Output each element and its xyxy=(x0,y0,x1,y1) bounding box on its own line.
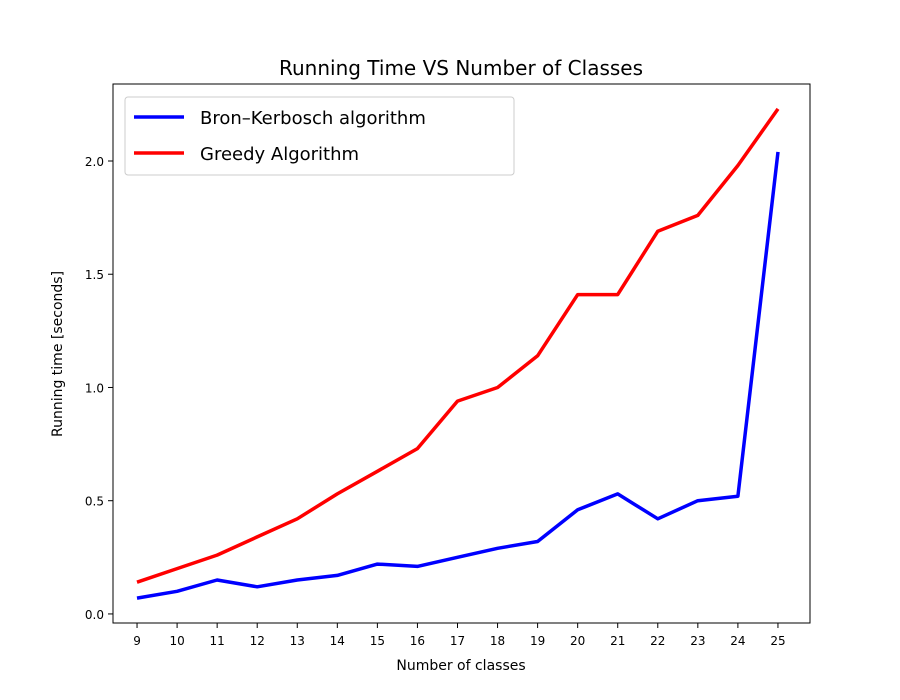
x-tick-label: 17 xyxy=(450,634,465,648)
x-tick-label: 15 xyxy=(370,634,385,648)
y-tick-label: 2.0 xyxy=(85,155,104,169)
x-axis-label: Number of classes xyxy=(396,658,525,674)
x-tick-label: 11 xyxy=(210,634,225,648)
x-axis-ticks: 9 10 11 12 13 14 15 16 17 18 19 20 21 22 23 24 25 xyxy=(133,623,786,648)
legend-label-0: Bron–Kerbosch algorithm xyxy=(200,108,426,129)
x-tick-label: 25 xyxy=(770,634,785,648)
x-tick-label: 13 xyxy=(290,634,305,648)
x-tick-label: 10 xyxy=(169,634,184,648)
x-tick-label: 14 xyxy=(330,634,345,648)
x-tick-label: 9 xyxy=(133,634,141,648)
series-line-1 xyxy=(136,107,780,584)
legend-label-1: Greedy Algorithm xyxy=(200,144,359,165)
y-axis-ticks: 0.0 0.5 1.0 1.5 2.0 xyxy=(85,155,113,622)
y-tick-label: 1.5 xyxy=(85,268,104,282)
x-tick-label: 22 xyxy=(650,634,665,648)
x-tick-label: 21 xyxy=(610,634,625,648)
legend-box xyxy=(124,96,515,176)
x-tick-label: 19 xyxy=(530,634,545,648)
y-tick-label: 0.0 xyxy=(85,608,104,622)
plot-lines xyxy=(136,107,780,600)
y-tick-label: 0.5 xyxy=(85,495,104,509)
x-tick-label: 24 xyxy=(730,634,745,648)
series-line-0 xyxy=(136,151,780,600)
x-tick-label: 20 xyxy=(570,634,585,648)
plot-frame xyxy=(112,83,811,624)
x-tick-label: 12 xyxy=(250,634,265,648)
x-tick-label: 23 xyxy=(690,634,705,648)
chart-title: Running Time VS Number of Classes xyxy=(279,56,643,80)
x-tick-label: 18 xyxy=(490,634,505,648)
legend: Bron–Kerbosch algorithm Greedy Algorithm xyxy=(124,96,515,176)
y-axis-label: Running time [seconds] xyxy=(50,271,66,437)
y-tick-label: 1.0 xyxy=(85,381,104,395)
x-tick-label: 16 xyxy=(410,634,425,648)
